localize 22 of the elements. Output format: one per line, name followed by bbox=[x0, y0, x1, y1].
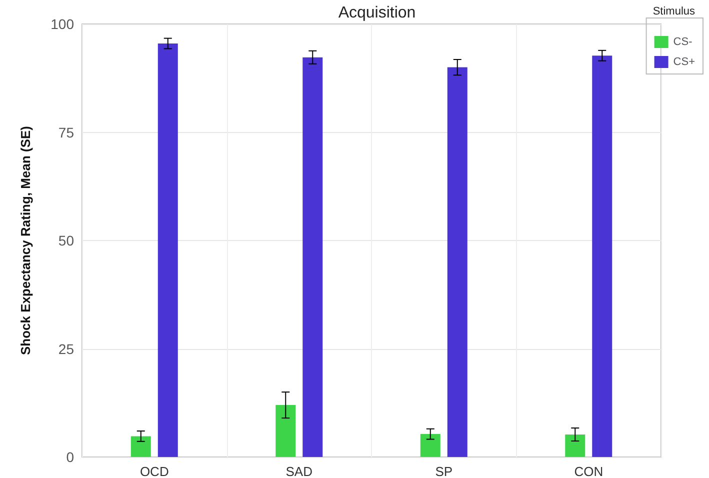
y-tick-label: 0 bbox=[66, 449, 74, 465]
x-tick-label: SAD bbox=[286, 464, 312, 478]
legend-title: Stimulus bbox=[652, 6, 696, 18]
bar bbox=[130, 436, 151, 457]
x-tick-label: CON bbox=[574, 464, 604, 478]
chart-title: Acquisition bbox=[338, 4, 416, 22]
y-tick-label: 75 bbox=[58, 124, 74, 140]
y-tick-label: 50 bbox=[58, 232, 74, 248]
legend-label: CS- bbox=[673, 36, 693, 48]
x-tick-label: OCD bbox=[140, 464, 169, 478]
y-tick-label: 25 bbox=[58, 340, 74, 357]
bar bbox=[302, 57, 323, 457]
bar bbox=[447, 67, 468, 457]
bar bbox=[158, 43, 178, 457]
bar bbox=[276, 405, 296, 457]
y-axis-title: Shock Expectancy Rating, Mean (SE) bbox=[18, 126, 33, 356]
bar bbox=[592, 56, 612, 457]
bar bbox=[565, 434, 586, 457]
legend-label: CS+ bbox=[673, 56, 696, 68]
y-tick-label: 100 bbox=[50, 16, 74, 32]
x-tick-label: SP bbox=[435, 464, 453, 478]
bar bbox=[420, 434, 440, 457]
